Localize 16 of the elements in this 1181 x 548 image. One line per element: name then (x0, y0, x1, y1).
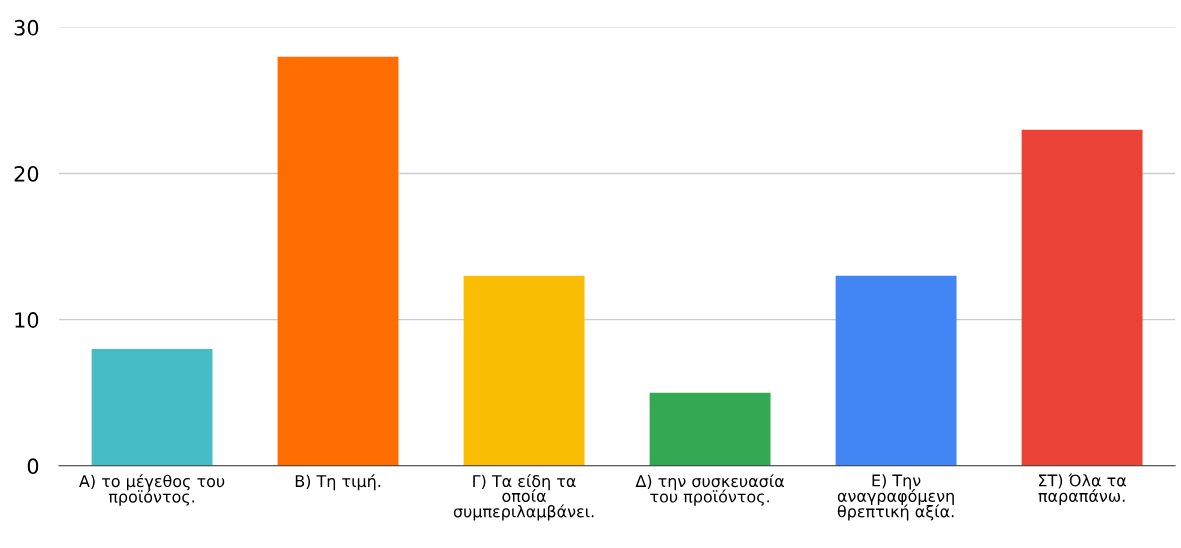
bar (277, 56, 399, 466)
bar (835, 275, 957, 466)
x-tick-label: Δ) την συσκευασία του προϊόντος. (635, 474, 784, 506)
y-tick-label: 10 (15, 312, 39, 328)
y-tick-label: 0 (27, 458, 39, 475)
x-tick-label: Γ) Τα είδη τα οποία συμπεριλαμβάνει. (453, 474, 594, 521)
y-tick-label: 20 (14, 165, 39, 182)
bar (463, 275, 585, 466)
bar (649, 392, 771, 466)
x-tick-label: ΣΤ) Όλα τα παραπάνω. (1038, 473, 1126, 506)
y-tick-label: 30 (14, 19, 39, 36)
x-tick-label: Α) το μέγεθος του προϊόντος. (79, 474, 225, 506)
bar (91, 348, 213, 466)
bar (1021, 129, 1143, 466)
x-tick-label: Ε) Την αναγραφόμενη θρεπτική αξία. (837, 474, 954, 521)
x-tick-label: Β) Τη τιμή. (295, 474, 381, 491)
